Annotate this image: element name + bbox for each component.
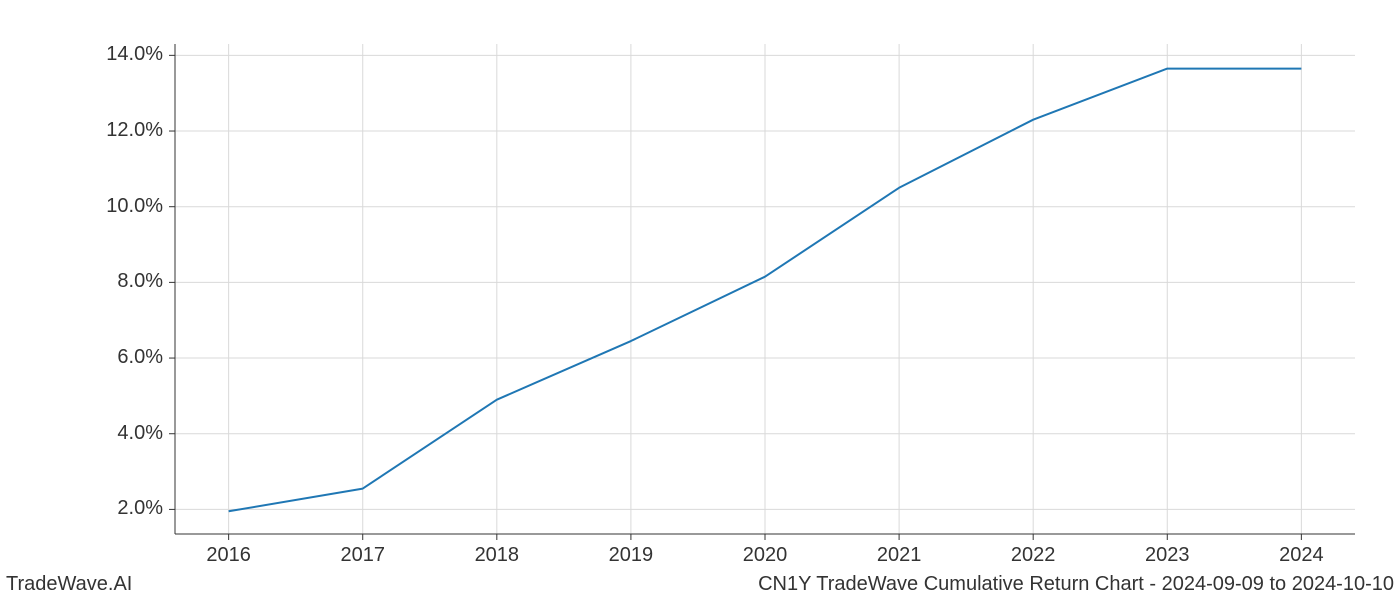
x-tick-label: 2022 <box>1003 544 1063 567</box>
y-tick-label: 12.0% <box>106 119 163 142</box>
x-tick-label: 2019 <box>601 544 661 567</box>
x-tick-label: 2017 <box>333 544 393 567</box>
x-tick-label: 2020 <box>735 544 795 567</box>
return-chart: 2016 2017 2018 2019 2020 2021 2022 2023 2024 2.0%… <box>0 0 1400 600</box>
y-tick-label: 6.0% <box>117 346 163 369</box>
footer-right: CN1Y TradeWave Cumulative Return Chart -… <box>758 573 1394 596</box>
y-tick-label: 8.0% <box>117 270 163 293</box>
footer-left: TradeWave.AI <box>6 573 132 596</box>
y-tick-label: 14.0% <box>106 43 163 66</box>
x-tick-label: 2023 <box>1137 544 1197 567</box>
y-tick-label: 2.0% <box>117 497 163 520</box>
y-tick-label: 10.0% <box>106 195 163 218</box>
x-tick-label: 2018 <box>467 544 527 567</box>
line-layer <box>0 0 1400 600</box>
x-tick-label: 2024 <box>1271 544 1331 567</box>
x-tick-label: 2021 <box>869 544 929 567</box>
x-tick-label: 2016 <box>199 544 259 567</box>
y-tick-label: 4.0% <box>117 422 163 445</box>
